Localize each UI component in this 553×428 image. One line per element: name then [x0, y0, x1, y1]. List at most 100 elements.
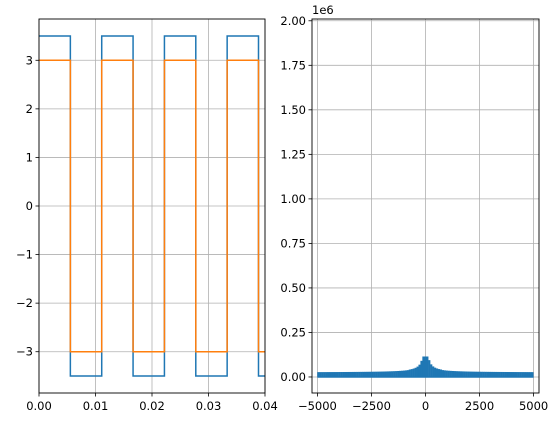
right-bar — [391, 371, 394, 377]
right-bar — [494, 371, 497, 377]
right-bar — [363, 371, 367, 377]
right-bar — [400, 370, 404, 377]
right-series — [317, 356, 534, 378]
left-y-tick-label: −3 — [16, 345, 33, 359]
right-y-tick-label: 0.25 — [280, 325, 306, 339]
right-bar — [418, 364, 421, 377]
right-bar — [336, 372, 339, 377]
right-bar — [371, 371, 374, 377]
left-x-tick-label: 0.03 — [196, 399, 222, 413]
right-bar — [513, 372, 516, 377]
right-bar — [504, 371, 507, 377]
right-x-tick-label: −5000 — [298, 399, 337, 413]
right-bar — [496, 371, 499, 377]
right-bar — [511, 372, 515, 377]
right-bar — [455, 371, 458, 377]
right-x-tick-label: 5000 — [519, 399, 548, 413]
right-bar — [469, 371, 472, 377]
right-bar — [519, 372, 522, 377]
right-bar — [478, 371, 481, 377]
right-bar — [330, 372, 334, 377]
left-ticks: 0.00 0.01 0.02 0.03 0.04 −3 −2 −1 0 1 2 3 — [16, 53, 278, 413]
right-bar — [412, 368, 415, 377]
right-bar — [529, 372, 532, 377]
right-bar — [342, 372, 345, 377]
right-bar — [408, 369, 411, 377]
right-bar — [350, 371, 353, 377]
right-bar — [445, 370, 448, 377]
right-bar — [379, 371, 382, 377]
right-bar — [527, 372, 530, 377]
right-bar — [348, 371, 351, 377]
right-bar — [317, 372, 320, 377]
right-bar — [362, 371, 365, 377]
right-bar — [327, 372, 330, 377]
right-bar — [369, 371, 373, 377]
right-bar — [443, 370, 446, 377]
right-bar — [470, 371, 474, 377]
left-x-tick-label: 0.01 — [83, 399, 109, 413]
left-y-tick-label: 1 — [26, 150, 33, 164]
right-bar — [441, 370, 445, 377]
left-series — [39, 35, 265, 377]
left-axes: 0.00 0.01 0.02 0.03 0.04 −3 −2 −1 0 1 2 3 — [16, 18, 278, 413]
right-bar — [434, 367, 437, 377]
right-bar — [352, 371, 355, 377]
right-y-tick-label: 1.00 — [280, 192, 306, 206]
right-bar — [474, 371, 478, 377]
left-y-tick-label: −1 — [16, 248, 33, 262]
left-y-tick-label: 0 — [26, 199, 33, 213]
left-y-tick-label: 3 — [26, 53, 33, 67]
left-x-tick-label: 0.00 — [26, 399, 52, 413]
right-x-tick-label: −2500 — [352, 399, 391, 413]
right-ticks: −5000 −2500 0 2500 5000 0.00 0.25 0.50 0.75 1.00 1… — [280, 14, 548, 413]
right-bar — [451, 370, 454, 377]
right-bar — [381, 371, 384, 377]
right-bar — [410, 369, 413, 377]
right-bar — [484, 371, 487, 377]
right-bar — [398, 370, 402, 377]
right-bar — [416, 366, 419, 377]
right-bar — [321, 372, 324, 377]
right-bar — [426, 356, 429, 377]
right-bar — [435, 368, 439, 377]
right-bar — [325, 372, 328, 377]
right-bar — [430, 364, 433, 377]
right-x-tick-label: 2500 — [465, 399, 494, 413]
right-bar — [525, 372, 528, 377]
right-bar — [373, 371, 376, 377]
right-bar — [402, 370, 406, 377]
right-bar — [453, 371, 456, 377]
right-y-tick-label: 1.50 — [280, 103, 306, 117]
right-bar — [463, 371, 466, 377]
right-axes: −5000 −2500 0 2500 5000 0.00 0.25 0.50 0.75 1.00 1… — [280, 3, 548, 413]
right-bar — [424, 356, 427, 377]
left-grid — [38, 19, 266, 393]
right-bar — [449, 370, 452, 377]
right-bar — [507, 372, 511, 377]
right-y-tick-label: 0.75 — [280, 236, 306, 250]
right-bar — [447, 370, 450, 377]
right-bar — [523, 372, 526, 377]
left-y-tick-label: −2 — [16, 296, 33, 310]
right-bar — [437, 369, 441, 377]
right-offset-text: 1e6 — [312, 3, 334, 17]
right-bar — [461, 371, 464, 377]
right-bar — [467, 371, 470, 377]
right-bar — [319, 372, 322, 377]
right-y-tick-label: 0.00 — [280, 370, 306, 384]
right-bar — [387, 371, 390, 377]
right-bar — [531, 372, 534, 377]
right-bar — [515, 372, 518, 377]
right-bar — [439, 369, 443, 377]
right-bar — [509, 372, 513, 377]
right-grid — [312, 19, 539, 393]
right-bar — [393, 371, 396, 377]
right-bar — [367, 371, 371, 377]
right-bar — [502, 371, 505, 377]
right-bar — [377, 371, 380, 377]
right-bar — [490, 371, 493, 377]
right-bar — [338, 372, 341, 377]
right-bar — [517, 372, 520, 377]
right-bar — [356, 371, 359, 377]
